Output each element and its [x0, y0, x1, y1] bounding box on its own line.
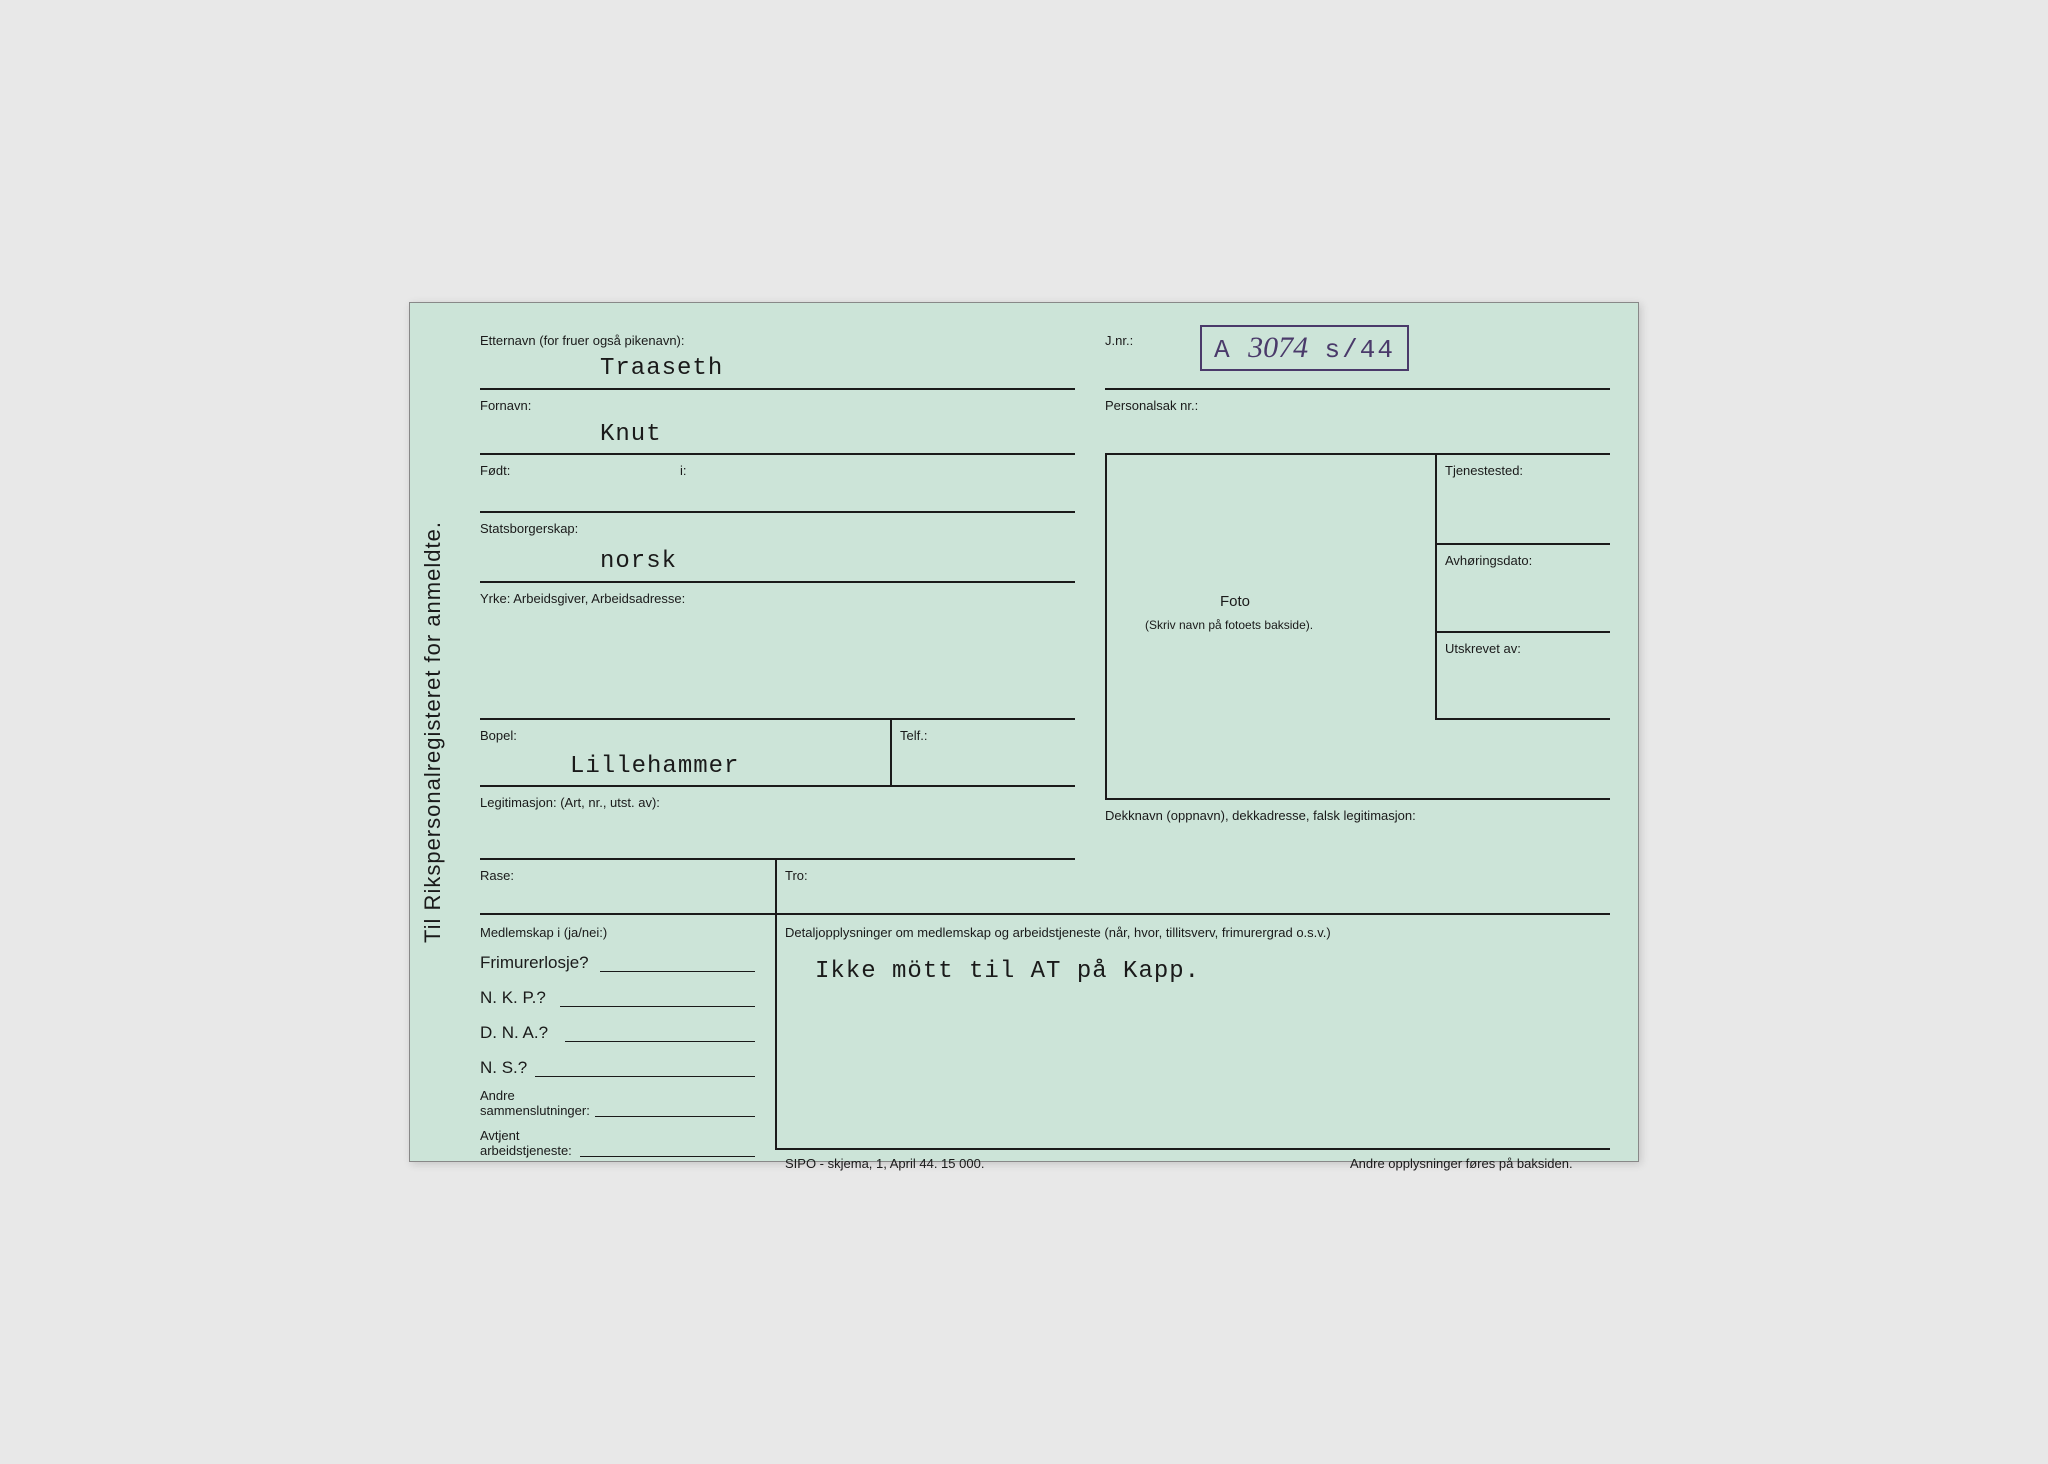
label-foto-sub: (Skriv navn på fotoets bakside). — [1145, 618, 1313, 632]
stamp-number: 3074 — [1248, 331, 1308, 364]
label-andre-sammen: Andre sammenslutninger: — [480, 1088, 590, 1118]
line — [1105, 453, 1107, 798]
label-dekknavn: Dekknavn (oppnavn), dekkadresse, falsk l… — [1105, 808, 1416, 823]
label-frimurerlosje: Frimurerlosje? — [480, 953, 589, 973]
line — [775, 1148, 1610, 1150]
line — [480, 785, 1075, 787]
value-statsborgerskap: norsk — [600, 548, 677, 575]
line — [1435, 631, 1610, 633]
label-statsborgerskap: Statsborgerskap: — [480, 521, 578, 536]
line — [480, 718, 1075, 720]
value-fornavn: Knut — [600, 421, 662, 448]
stamp-prefix: A — [1214, 335, 1232, 365]
label-sipo: SIPO - skjema, 1, April 44. 15 000. — [785, 1156, 984, 1171]
line — [480, 581, 1075, 583]
label-personalsak: Personalsak nr.: — [1105, 398, 1198, 413]
value-bopel: Lillehammer — [570, 753, 739, 780]
line — [595, 1116, 755, 1117]
vertical-title: Til Rikspersonalregisteret for anmeldte. — [420, 521, 446, 943]
line — [480, 511, 1075, 513]
label-fornavn: Fornavn: — [480, 398, 531, 413]
line — [480, 388, 1075, 390]
line — [560, 1006, 755, 1007]
label-andre-oppl: Andre opplysninger føres på baksiden. — [1350, 1156, 1573, 1171]
line — [775, 913, 777, 1148]
label-tro: Tro: — [785, 868, 808, 883]
label-dna: D. N. A.? — [480, 1023, 548, 1043]
line — [1105, 388, 1610, 390]
label-foto: Foto — [1220, 593, 1250, 610]
label-fodt: Født: — [480, 463, 510, 478]
label-avtjent: Avtjent arbeidstjeneste: — [480, 1128, 572, 1158]
line — [1435, 453, 1437, 718]
label-tjenestested: Tjenestested: — [1445, 463, 1523, 478]
label-rase: Rase: — [480, 868, 514, 883]
stamp-suffix: s/44 — [1325, 335, 1395, 365]
line — [890, 718, 892, 785]
label-jnr: J.nr.: — [1105, 333, 1133, 348]
label-avhoringsdato: Avhøringsdato: — [1445, 553, 1532, 568]
label-detaljopplysninger: Detaljopplysninger om medlemskap og arbe… — [785, 925, 1331, 940]
line — [1105, 798, 1610, 800]
line — [480, 453, 1075, 455]
label-medlemskap: Medlemskap i (ja/nei:) — [480, 925, 607, 940]
label-telf: Telf.: — [900, 728, 927, 743]
line — [775, 858, 777, 913]
divider — [480, 913, 1610, 915]
line — [1435, 718, 1610, 720]
value-etternavn: Traaseth — [600, 355, 723, 382]
line — [535, 1076, 755, 1077]
line — [480, 858, 1075, 860]
registration-card: Til Rikspersonalregisteret for anmeldte.… — [409, 302, 1639, 1162]
label-utskrevet: Utskrevet av: — [1445, 641, 1521, 656]
label-yrke: Yrke: Arbeidsgiver, Arbeidsadresse: — [480, 591, 685, 606]
form-content: Etternavn (for fruer også pikenavn): Tra… — [480, 333, 1608, 1141]
value-detalj: Ikke mött til AT på Kapp. — [815, 958, 1200, 985]
label-bopel: Bopel: — [480, 728, 517, 743]
label-nkp: N. K. P.? — [480, 988, 546, 1008]
line — [1105, 453, 1610, 455]
label-ns: N. S.? — [480, 1058, 527, 1078]
line — [1435, 543, 1610, 545]
stamp-box: A 3074 s/44 — [1200, 325, 1409, 371]
line — [580, 1156, 755, 1157]
line — [565, 1041, 755, 1042]
label-fodt-i: i: — [680, 463, 687, 478]
label-legitimasjon: Legitimasjon: (Art, nr., utst. av): — [480, 795, 660, 810]
line — [600, 971, 755, 972]
label-etternavn: Etternavn (for fruer også pikenavn): — [480, 333, 685, 348]
